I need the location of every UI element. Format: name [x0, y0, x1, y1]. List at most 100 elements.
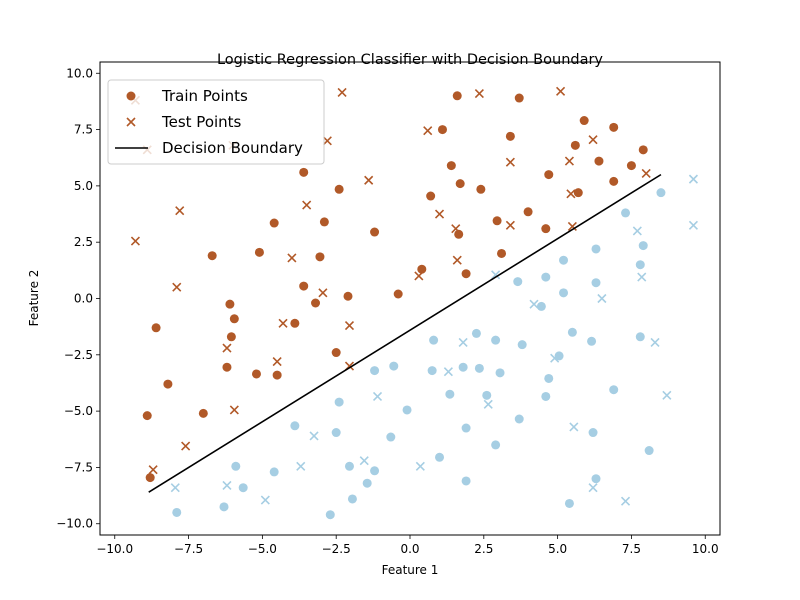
train-point [554, 351, 564, 361]
train-point [429, 335, 439, 345]
train-point [541, 391, 551, 401]
train-point [635, 260, 645, 270]
train-point [269, 218, 279, 228]
test-point [567, 221, 577, 231]
test-point [229, 405, 239, 415]
legend-train-marker [126, 91, 136, 101]
legend-label: Train Points [161, 87, 248, 105]
train-point [269, 467, 279, 477]
train-point [254, 247, 264, 257]
test-point [505, 220, 515, 230]
train-point [458, 362, 468, 372]
test-point [458, 337, 468, 347]
test-point [641, 168, 651, 179]
test-point [483, 399, 493, 409]
test-point [130, 236, 140, 246]
train-point [638, 241, 648, 251]
test-point [278, 318, 288, 328]
train-point [145, 473, 155, 483]
train-point [226, 332, 236, 342]
y-tick-label: 7.5 [74, 123, 93, 137]
y-tick-label: −7.5 [64, 460, 93, 474]
train-point [541, 272, 551, 282]
x-axis-label: Feature 1 [382, 563, 439, 577]
legend-label: Decision Boundary [162, 139, 303, 157]
train-point [445, 389, 455, 399]
y-tick-label: −5.0 [64, 404, 93, 418]
train-point [437, 125, 447, 135]
train-point [370, 366, 380, 376]
test-point [588, 135, 598, 145]
test-point [434, 209, 445, 219]
train-point [505, 131, 515, 141]
train-point [495, 368, 505, 378]
train-point [536, 301, 546, 311]
train-point [290, 421, 300, 431]
train-point [513, 277, 523, 287]
test-point [322, 136, 332, 146]
train-point [635, 332, 645, 342]
data-points [130, 86, 698, 520]
decision-boundary-layer [148, 173, 662, 493]
train-point [567, 327, 577, 337]
test-point [148, 465, 158, 475]
train-point [474, 363, 484, 373]
train-point [427, 366, 437, 376]
test-point [181, 441, 191, 451]
train-point [541, 224, 551, 234]
test-point [260, 495, 270, 505]
test-point [650, 337, 660, 347]
train-point [347, 494, 357, 504]
train-point [315, 252, 325, 262]
train-point [461, 423, 471, 433]
test-point [662, 390, 672, 400]
train-point [626, 161, 636, 171]
train-point [370, 227, 380, 237]
train-point [587, 336, 597, 346]
test-point [637, 272, 647, 282]
train-point [491, 440, 501, 450]
train-point [207, 251, 217, 261]
train-point [402, 405, 412, 415]
train-point [393, 289, 403, 299]
train-point [588, 428, 598, 438]
train-point [426, 191, 436, 201]
test-point [318, 288, 328, 298]
legend-test-marker [126, 117, 136, 127]
train-point [331, 428, 341, 438]
train-point [370, 466, 380, 476]
test-point [688, 220, 698, 230]
test-point [550, 353, 560, 363]
train-point [251, 369, 261, 379]
train-point [579, 116, 589, 126]
test-point [309, 431, 319, 441]
train-point [362, 478, 372, 488]
test-point [222, 343, 232, 353]
train-point [471, 328, 481, 338]
train-point [461, 269, 471, 279]
train-point [334, 184, 344, 194]
train-point [621, 208, 631, 218]
test-point [491, 270, 501, 280]
test-point [344, 320, 355, 331]
train-point [325, 510, 335, 520]
test-point [287, 253, 297, 263]
legend-box [107, 79, 325, 165]
train-point [334, 397, 344, 407]
test-point [688, 174, 698, 184]
train-point [461, 476, 471, 486]
test-point [372, 391, 383, 402]
train-point [311, 298, 321, 308]
test-point [620, 496, 631, 506]
test-point [566, 189, 576, 199]
train-point [389, 361, 399, 371]
test-point [569, 422, 579, 432]
train-point [514, 93, 524, 103]
train-point [198, 408, 208, 418]
train-point [299, 281, 309, 291]
train-point [559, 288, 569, 298]
train-point [219, 502, 229, 512]
test-point [222, 480, 232, 491]
test-point [597, 293, 607, 304]
